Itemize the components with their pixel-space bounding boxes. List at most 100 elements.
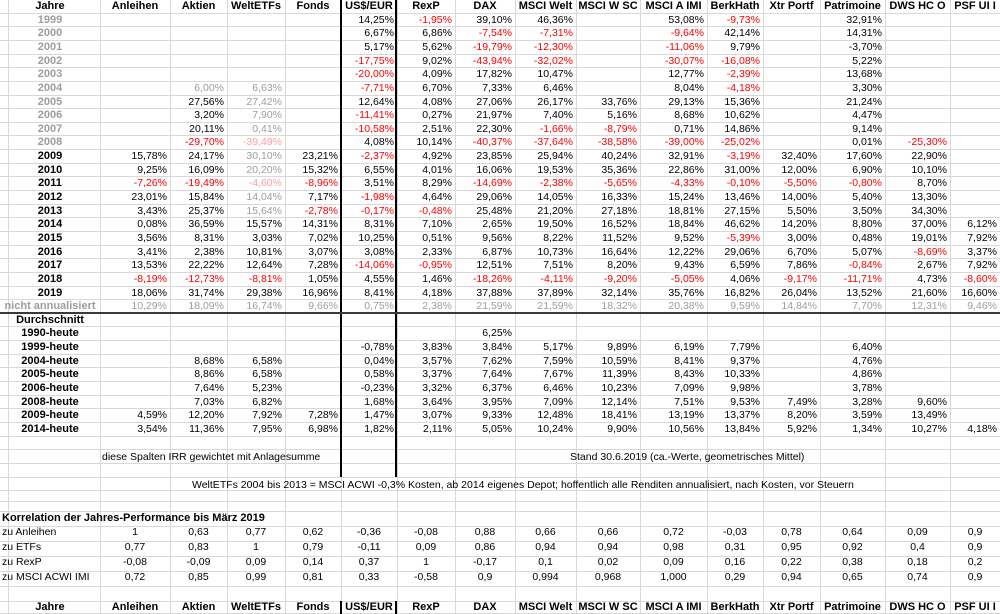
table-cell[interactable] — [820, 314, 885, 328]
table-cell[interactable] — [950, 96, 1000, 110]
table-cell[interactable]: 6,37% — [482, 382, 512, 395]
table-cell[interactable] — [515, 314, 576, 328]
row-label[interactable]: 2015 — [37, 231, 63, 244]
table-cell[interactable]: 13,84% — [724, 422, 760, 435]
table-cell[interactable] — [950, 14, 1000, 28]
table-cell[interactable]: 6,98% — [308, 422, 338, 435]
table-cell[interactable]: 1,47% — [364, 409, 394, 422]
table-cell[interactable] — [285, 82, 341, 96]
table-cell[interactable]: 19,53% — [537, 163, 573, 176]
table-cell[interactable]: -7,54% — [478, 27, 512, 40]
column-header[interactable]: Patrimoine — [824, 601, 881, 613]
table-cell[interactable]: 15,36% — [724, 95, 760, 108]
table-cell[interactable] — [763, 314, 820, 328]
table-cell[interactable]: 46,62% — [724, 218, 760, 231]
table-cell[interactable]: -1,98% — [360, 191, 394, 204]
table-cell[interactable]: 9,66% — [308, 300, 338, 313]
table-cell[interactable]: 16,60% — [961, 286, 997, 299]
correlation-cell[interactable]: 0,95 — [781, 541, 802, 553]
correlation-cell[interactable]: 0,09 — [663, 556, 684, 568]
table-cell[interactable] — [640, 327, 707, 341]
table-cell[interactable]: 3,30% — [852, 81, 882, 94]
table-cell[interactable] — [950, 341, 1000, 355]
correlation-cell[interactable]: 0,968 — [594, 571, 622, 583]
correlation-cell[interactable]: 0,38 — [842, 556, 863, 568]
table-cell[interactable]: -10,58% — [354, 122, 394, 135]
table-cell[interactable]: -9,20% — [603, 272, 637, 285]
table-cell[interactable] — [950, 382, 1000, 396]
table-cell[interactable]: 10,56% — [668, 422, 704, 435]
table-cell[interactable]: 21,59% — [537, 300, 573, 313]
column-header[interactable]: Aktien — [181, 0, 216, 12]
correlation-cell[interactable]: -0,03 — [723, 526, 747, 538]
table-cell[interactable]: 9,56% — [482, 231, 512, 244]
row-label[interactable]: 2004-heute — [21, 354, 79, 367]
table-cell[interactable]: 15,32% — [302, 163, 338, 176]
table-cell[interactable]: 5,92% — [787, 422, 817, 435]
table-cell[interactable]: 10,23% — [601, 382, 637, 395]
table-cell[interactable]: 6,19% — [674, 341, 704, 354]
table-cell[interactable]: -9,73% — [726, 13, 760, 26]
correlation-cell[interactable]: 0,94 — [597, 541, 619, 553]
table-cell[interactable]: 6,70% — [422, 81, 452, 94]
table-cell[interactable]: 9,98% — [730, 382, 760, 395]
table-cell[interactable]: 0,41% — [252, 122, 282, 135]
correlation-cell[interactable]: -0,17 — [473, 556, 497, 568]
table-cell[interactable]: -8,69% — [913, 245, 947, 258]
table-cell[interactable] — [285, 68, 341, 82]
table-cell[interactable]: -0,10% — [726, 177, 760, 190]
table-cell[interactable] — [341, 327, 397, 341]
correlation-cell[interactable]: 0,72 — [124, 571, 146, 583]
table-cell[interactable]: 26,17% — [537, 95, 573, 108]
table-cell[interactable]: -12,30% — [533, 40, 573, 53]
table-cell[interactable]: 5,17% — [364, 40, 394, 53]
table-cell[interactable]: 4,08% — [422, 95, 452, 108]
table-cell[interactable]: -8,60% — [963, 272, 997, 285]
table-cell[interactable] — [455, 314, 515, 328]
table-cell[interactable]: 32,14% — [601, 286, 637, 299]
table-cell[interactable]: 10,33% — [724, 368, 760, 381]
table-cell[interactable] — [950, 27, 1000, 41]
table-cell[interactable]: 15,84% — [188, 191, 224, 204]
table-cell[interactable]: 8,43% — [674, 368, 704, 381]
table-cell[interactable] — [950, 150, 1000, 164]
table-cell[interactable]: 13,37% — [724, 409, 760, 422]
table-cell[interactable]: 9,25% — [137, 163, 167, 176]
table-cell[interactable]: 10,81% — [246, 245, 282, 258]
table-cell[interactable]: 3,00% — [787, 231, 817, 244]
table-cell[interactable]: -5,50% — [783, 177, 817, 190]
table-cell[interactable] — [170, 55, 227, 69]
table-cell[interactable]: 46,36% — [537, 13, 573, 26]
table-cell[interactable]: -7,31% — [539, 27, 573, 40]
table-cell[interactable]: 7,33% — [482, 81, 512, 94]
column-header[interactable]: MSCI Welt — [518, 601, 573, 613]
table-cell[interactable]: 13,46% — [724, 191, 760, 204]
table-cell[interactable]: 19,50% — [537, 218, 573, 231]
correlation-cell[interactable]: 0,09 — [415, 541, 437, 553]
table-cell[interactable]: -25,30% — [907, 136, 947, 149]
table-cell[interactable]: 11,36% — [189, 422, 224, 435]
row-label[interactable]: 2007 — [37, 122, 63, 135]
column-header[interactable]: PSF UI I — [954, 601, 996, 613]
row-label[interactable]: 2006-heute — [21, 382, 79, 395]
table-cell[interactable]: 7,70% — [852, 300, 882, 313]
table-cell[interactable]: -0,17% — [360, 204, 394, 217]
correlation-cell[interactable]: 0,92 — [842, 541, 863, 553]
table-cell[interactable] — [820, 327, 885, 341]
column-header[interactable]: Jahre — [35, 0, 65, 12]
correlation-cell[interactable]: 0,66 — [535, 526, 556, 538]
table-cell[interactable] — [170, 68, 227, 82]
row-label[interactable]: 1990-heute — [21, 327, 79, 340]
table-cell[interactable] — [100, 355, 170, 369]
column-header[interactable]: PSF UI I — [954, 0, 996, 12]
table-cell[interactable]: -9,17% — [783, 272, 817, 285]
table-cell[interactable]: 6,46% — [543, 382, 573, 395]
table-cell[interactable]: 5,22% — [852, 54, 882, 67]
table-cell[interactable]: 10,29% — [131, 300, 167, 313]
correlation-cell[interactable]: 0,72 — [663, 526, 684, 538]
table-cell[interactable]: 4,08% — [364, 136, 394, 149]
table-cell[interactable]: 14,04% — [246, 191, 282, 204]
table-cell[interactable] — [640, 314, 707, 328]
table-cell[interactable]: 3,08% — [364, 245, 394, 258]
table-cell[interactable] — [950, 123, 1000, 137]
